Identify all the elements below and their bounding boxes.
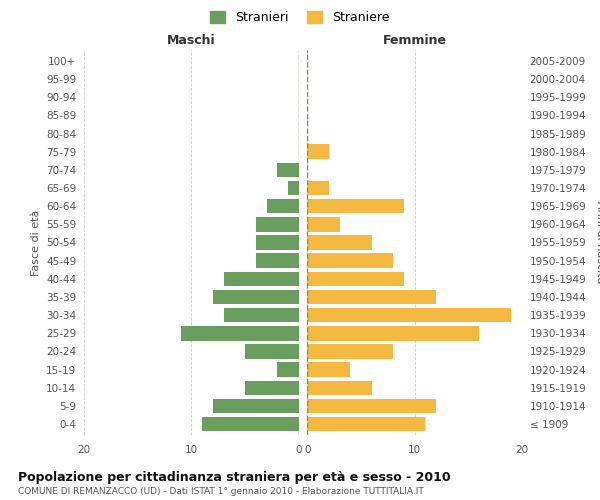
Bar	[307, 199, 404, 214]
Bar	[288, 181, 299, 196]
Bar	[213, 290, 299, 304]
Bar	[277, 362, 299, 377]
Bar	[307, 380, 372, 395]
Bar	[213, 398, 299, 413]
Bar	[307, 217, 340, 232]
Bar	[266, 199, 299, 214]
Y-axis label: Fasce di età: Fasce di età	[31, 210, 41, 276]
Bar	[307, 181, 329, 196]
Bar	[307, 290, 436, 304]
Bar	[256, 254, 299, 268]
Bar	[307, 308, 511, 322]
Bar	[307, 254, 393, 268]
Text: COMUNE DI REMANZACCO (UD) - Dati ISTAT 1° gennaio 2010 - Elaborazione TUTTITALIA: COMUNE DI REMANZACCO (UD) - Dati ISTAT 1…	[18, 488, 424, 496]
Bar	[245, 380, 299, 395]
Bar	[224, 308, 299, 322]
Bar	[224, 272, 299, 286]
Bar	[256, 235, 299, 250]
Bar	[181, 326, 299, 340]
Bar	[307, 362, 350, 377]
Bar	[307, 326, 479, 340]
Bar	[256, 217, 299, 232]
Bar	[307, 272, 404, 286]
Bar	[307, 144, 329, 159]
Text: Popolazione per cittadinanza straniera per età e sesso - 2010: Popolazione per cittadinanza straniera p…	[18, 471, 451, 484]
Bar	[307, 235, 372, 250]
Bar	[277, 162, 299, 177]
Legend: Stranieri, Straniere: Stranieri, Straniere	[205, 6, 395, 29]
Bar	[245, 344, 299, 358]
Bar	[307, 344, 393, 358]
Y-axis label: Anni di nascita: Anni di nascita	[595, 201, 600, 284]
Bar	[307, 398, 436, 413]
Bar	[307, 417, 425, 432]
Bar	[202, 417, 299, 432]
Title: Maschi: Maschi	[167, 34, 215, 48]
Title: Femmine: Femmine	[383, 34, 446, 48]
